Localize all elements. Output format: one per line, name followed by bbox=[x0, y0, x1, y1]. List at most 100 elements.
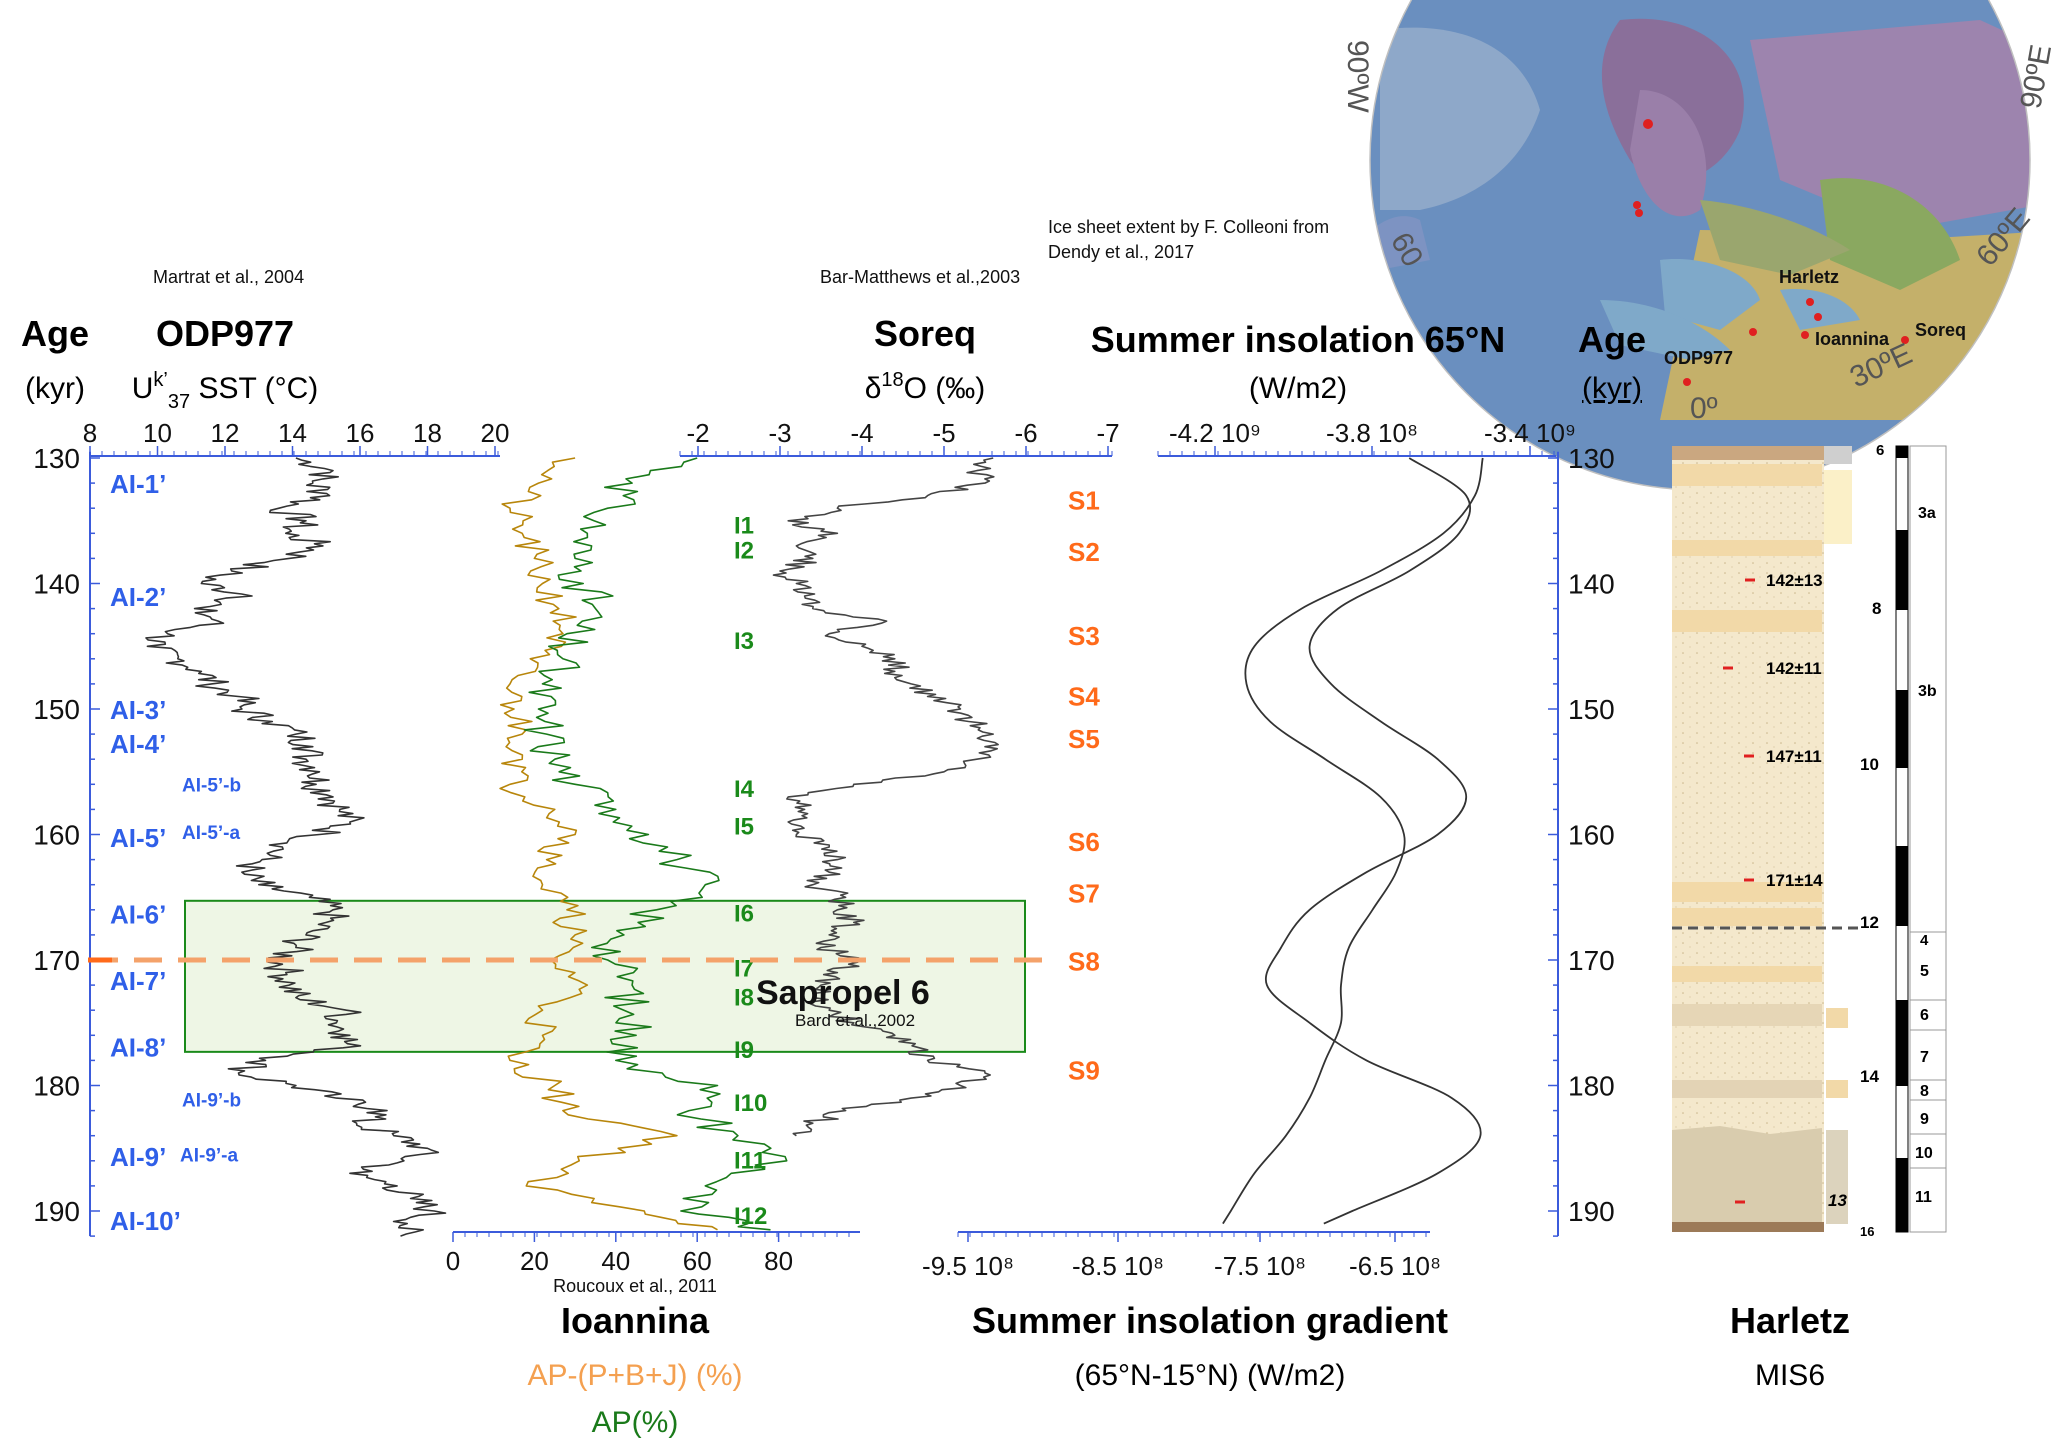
insolation-gradient-curve bbox=[1264, 457, 1482, 1225]
ai-label: AI-5’-b bbox=[182, 775, 241, 796]
axes: 1301401501601701801901301401501601701801… bbox=[33, 418, 1614, 1281]
age-header-left: Age bbox=[21, 313, 89, 354]
ai-label: AI-9’ bbox=[110, 1142, 166, 1172]
soreq-axis-ticklabel: -4 bbox=[850, 418, 873, 448]
interstadial-label: I4 bbox=[734, 776, 755, 803]
ai-label: AI-4’ bbox=[110, 729, 166, 759]
odp-axis-ticklabel: 18 bbox=[413, 418, 442, 448]
interstadial-label: I8 bbox=[734, 984, 754, 1011]
ioannina-axis-ticklabel: 80 bbox=[764, 1246, 793, 1276]
kyr-header-left: (kyr) bbox=[25, 372, 85, 405]
map-label-ioannina: Ioannina bbox=[1815, 329, 1890, 349]
ioannina-axis-ticklabel: 0 bbox=[446, 1246, 460, 1276]
unit-3a: 3a bbox=[1918, 505, 1936, 522]
odp-subtitle: Uk’37 SST (°C) bbox=[132, 369, 319, 413]
odp-axis-ticklabel: 14 bbox=[278, 418, 307, 448]
kyr-header-right: (kyr) bbox=[1582, 372, 1642, 405]
age-axis-left-ticklabel: 150 bbox=[33, 694, 80, 725]
sapropel-s-label: S5 bbox=[1068, 724, 1100, 754]
ai-label: AI-1’ bbox=[110, 469, 166, 499]
map-citation-2: Dendy et al., 2017 bbox=[1048, 242, 1194, 262]
soreq-axis-ticklabel: -7 bbox=[1096, 418, 1119, 448]
soreq-axis-ticklabel: -6 bbox=[1014, 418, 1037, 448]
odp-axis-ticklabel: 20 bbox=[481, 418, 510, 448]
interstadial-label: I2 bbox=[734, 538, 754, 565]
cite-soreq: Bar-Matthews et al.,2003 bbox=[820, 267, 1020, 287]
mis-16: 16 bbox=[1860, 1224, 1874, 1239]
ai-label: AI-6’ bbox=[110, 900, 166, 930]
interstadial-label: I9 bbox=[734, 1037, 754, 1064]
insolation-axis-ticklabel: -3.8 10⁸ bbox=[1326, 418, 1418, 448]
unit-11: 11 bbox=[1915, 1189, 1932, 1206]
ai-label: AI-8’ bbox=[110, 1033, 166, 1063]
ioannina-ap-pbj-curve bbox=[499, 457, 718, 1231]
sapropel-s-label: S9 bbox=[1068, 1055, 1100, 1085]
gradient-axis-ticklabel: -7.5 10⁸ bbox=[1214, 1251, 1306, 1281]
cite-ioannina: Roucoux et al., 2011 bbox=[553, 1276, 717, 1296]
age-axis-left-ticklabel: 190 bbox=[33, 1196, 80, 1227]
age-axis-right-ticklabel: 180 bbox=[1568, 1071, 1615, 1102]
sapropel-s-label: S1 bbox=[1068, 486, 1100, 516]
headers: Martrat et al., 2004 Bar-Matthews et al.… bbox=[21, 267, 1850, 1439]
mis-6: 6 bbox=[1876, 442, 1884, 459]
ai-label: AI-2’ bbox=[110, 582, 166, 612]
sapropel-s-label: S2 bbox=[1068, 537, 1100, 567]
age-axis-right-ticklabel: 130 bbox=[1568, 443, 1615, 474]
unit-10: 10 bbox=[1915, 1145, 1933, 1162]
sapropel-s-label: S8 bbox=[1068, 946, 1100, 976]
unit-8: 8 bbox=[1920, 1083, 1929, 1100]
odp-sst-curve bbox=[145, 457, 447, 1237]
age-header-right: Age bbox=[1578, 319, 1646, 360]
sapropel-s-label: S6 bbox=[1068, 827, 1100, 857]
mis-10: 10 bbox=[1860, 755, 1879, 774]
soreq-axis-ticklabel: -3 bbox=[768, 418, 791, 448]
harletz-subtitle: MIS6 bbox=[1755, 1359, 1825, 1392]
ai-label: AI-5’ bbox=[110, 823, 166, 853]
age-axis-right-ticklabel: 140 bbox=[1568, 569, 1615, 600]
sapropel-label: Sapropel 6 bbox=[756, 974, 930, 1012]
interstadial-label: I12 bbox=[734, 1203, 767, 1230]
odp-axis-ticklabel: 16 bbox=[346, 418, 375, 448]
map-graticule-0: 0º bbox=[1690, 392, 1718, 425]
soreq-axis-ticklabel: -2 bbox=[686, 418, 709, 448]
mis-12: 12 bbox=[1860, 913, 1879, 932]
unit-5: 5 bbox=[1920, 963, 1929, 980]
age-axis-right-ticklabel: 150 bbox=[1568, 694, 1615, 725]
unit-13: 13 bbox=[1828, 1191, 1847, 1210]
sapropel-s-label: S4 bbox=[1068, 681, 1100, 711]
odp-title: ODP977 bbox=[156, 313, 294, 354]
interstadial-label: I3 bbox=[734, 628, 754, 655]
interstadial-label: I6 bbox=[734, 900, 754, 927]
ioannina-axis-ticklabel: 20 bbox=[520, 1246, 549, 1276]
age-axis-left-ticklabel: 140 bbox=[33, 569, 80, 600]
interstadial-label: I5 bbox=[734, 814, 754, 841]
harletz-column: 142±13 142±11 147±11 171±14 6 8 10 12 14… bbox=[1672, 442, 1947, 1239]
unit-3b: 3b bbox=[1918, 683, 1937, 700]
ai-label: AI-10’ bbox=[110, 1206, 181, 1236]
insolation-65n-curve bbox=[1222, 457, 1484, 1225]
harletz-date-1: 142±13 bbox=[1766, 571, 1823, 590]
ai-label: AI-5’-a bbox=[182, 823, 241, 844]
cite-odp: Martrat et al., 2004 bbox=[153, 267, 304, 287]
unit-7: 7 bbox=[1920, 1049, 1929, 1066]
harletz-date-4: 171±14 bbox=[1766, 871, 1823, 890]
ioannina-axis-ticklabel: 40 bbox=[601, 1246, 630, 1276]
harletz-title: Harletz bbox=[1730, 1300, 1850, 1341]
age-axis-left-ticklabel: 180 bbox=[33, 1071, 80, 1102]
gradient-axis-ticklabel: -6.5 10⁸ bbox=[1349, 1251, 1441, 1281]
age-axis-left-ticklabel: 170 bbox=[33, 945, 80, 976]
soreq-d18o-curve bbox=[772, 457, 999, 1137]
unit-4: 4 bbox=[1920, 932, 1929, 949]
interstadial-label: I10 bbox=[734, 1090, 767, 1117]
map-citation-1: Ice sheet extent by F. Colleoni from bbox=[1048, 217, 1329, 237]
gradient-subtitle: (65°N-15°N) (W/m2) bbox=[1075, 1359, 1346, 1392]
unit-9: 9 bbox=[1920, 1111, 1929, 1128]
curves bbox=[145, 457, 1484, 1237]
gradient-title: Summer insolation gradient bbox=[972, 1300, 1448, 1341]
interstadial-label: I11 bbox=[734, 1148, 766, 1175]
map-graticule-90w: 90ºW bbox=[1341, 40, 1374, 113]
map-label-harletz: Harletz bbox=[1779, 267, 1839, 287]
ai-label: AI-9’-b bbox=[182, 1090, 241, 1111]
insolation-subtitle: (W/m2) bbox=[1249, 372, 1347, 405]
